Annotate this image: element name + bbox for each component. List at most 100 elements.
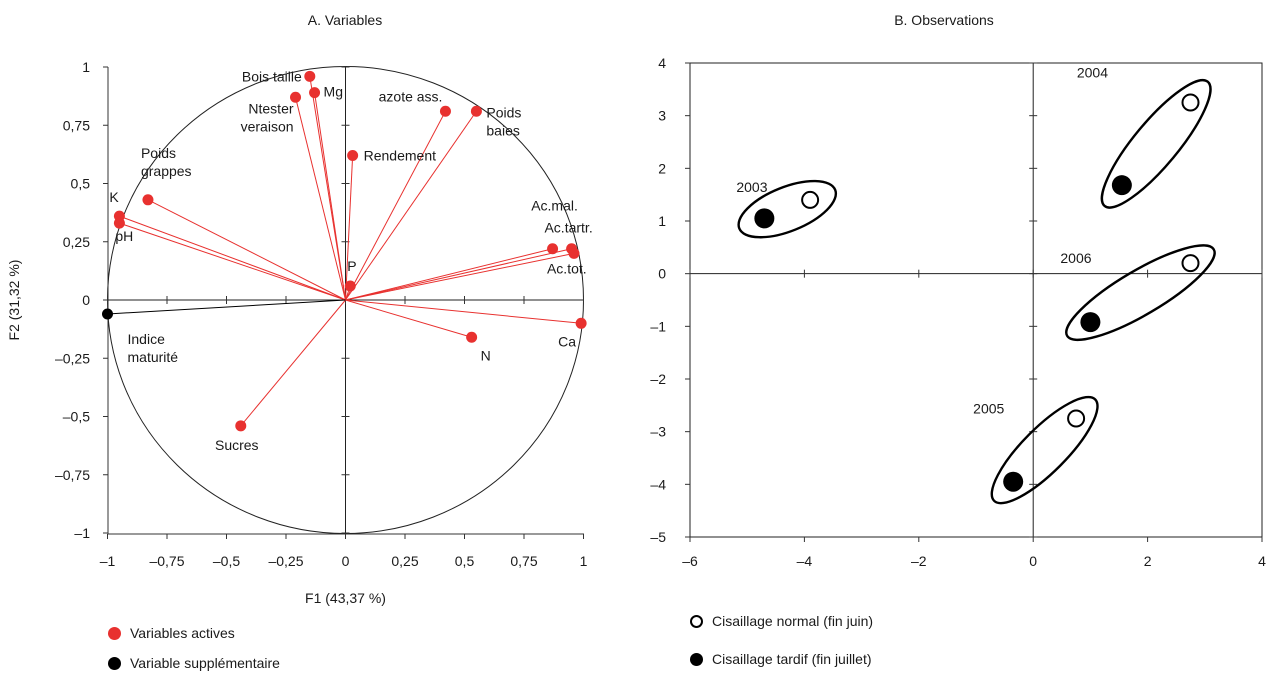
loading-vector xyxy=(345,110,477,301)
variable-point xyxy=(439,105,451,117)
legend-label: Cisaillage tardif (fin juillet) xyxy=(712,651,872,667)
group-year-label: 2005 xyxy=(973,401,1004,417)
observation-normal-point xyxy=(1181,93,1200,112)
group-ellipse xyxy=(737,179,838,239)
x-axis-title: F1 (43,37 %) xyxy=(305,590,386,606)
legend-normal-shearing: Cisaillage normal (fin juin) xyxy=(690,613,873,629)
y-tick-label: –3 xyxy=(650,424,666,440)
y-tick-label: 0,25 xyxy=(63,234,90,250)
variable-label: pH xyxy=(115,228,133,244)
legend-red-dot-icon xyxy=(108,626,121,640)
y-tick-label: 0,75 xyxy=(63,117,90,133)
legend-label: Cisaillage normal (fin juin) xyxy=(712,613,874,629)
x-tick-label: –0,25 xyxy=(268,553,303,569)
group-year-label: 2004 xyxy=(1077,65,1108,81)
y-tick-label: –1 xyxy=(650,318,666,334)
variable-point xyxy=(547,243,559,255)
variable-label: Ac.tot. xyxy=(547,260,587,276)
variable-point xyxy=(142,194,154,206)
x-tick-label: –1 xyxy=(100,553,116,569)
variable-point xyxy=(235,420,247,432)
variable-point xyxy=(304,70,316,82)
y-tick-label: 0 xyxy=(658,266,666,282)
variable-point xyxy=(113,217,125,229)
x-tick-label: 0,75 xyxy=(510,553,537,569)
variable-label: N xyxy=(481,347,491,363)
variable-label: K xyxy=(109,189,119,205)
variable-label: Mg xyxy=(324,84,343,100)
x-tick-label: 0,5 xyxy=(455,553,475,569)
x-tick-label: –2 xyxy=(911,553,927,569)
group-ellipse xyxy=(990,395,1099,505)
plot-frame xyxy=(689,62,1263,538)
y-tick-label: 1 xyxy=(658,213,666,229)
y-tick-label: 0,5 xyxy=(71,176,91,192)
observation-late-point xyxy=(1080,312,1101,333)
variable-point xyxy=(102,308,113,320)
x-tick-label: –0,5 xyxy=(213,553,240,569)
y-tick-label: 1 xyxy=(82,59,90,75)
loading-vector xyxy=(345,248,572,301)
loading-vector xyxy=(147,199,346,301)
observation-late-point xyxy=(1111,175,1132,196)
loading-vector xyxy=(345,299,582,324)
observation-normal-point xyxy=(1181,254,1200,273)
variable-point xyxy=(309,87,321,99)
variable-label: Rendement xyxy=(364,148,436,164)
variable-point xyxy=(466,331,478,343)
x-tick-label: 0 xyxy=(342,553,350,569)
loading-vector xyxy=(295,97,346,301)
y-tick-label: 4 xyxy=(658,55,666,71)
loading-vector xyxy=(314,92,346,301)
variable-point xyxy=(347,150,359,162)
observation-normal-point xyxy=(1067,409,1086,428)
legend-label: Variable supplémentaire xyxy=(130,655,280,671)
x-tick-label: 1 xyxy=(580,553,588,569)
loading-vector xyxy=(119,215,346,301)
x-tick-label: 2 xyxy=(1144,553,1152,569)
variable-point xyxy=(568,247,580,259)
panel-a-title: A. Variables xyxy=(308,12,382,28)
variable-label: Ntester veraison xyxy=(241,100,294,134)
variable-label: Ac.tartr. xyxy=(544,220,592,236)
group-year-label: 2006 xyxy=(1060,250,1091,266)
y-tick-label: –0,75 xyxy=(55,467,90,483)
variable-label: Indice maturité xyxy=(128,331,179,365)
x-tick-label: –6 xyxy=(682,553,698,569)
variable-point xyxy=(344,280,356,292)
legend-black-dot-icon xyxy=(108,656,121,670)
y-tick-label: –0,5 xyxy=(63,409,90,425)
variable-label: Ac.mal. xyxy=(531,198,578,214)
loading-vector xyxy=(345,248,553,301)
x-tick-label: –4 xyxy=(797,553,813,569)
variable-point xyxy=(290,91,302,103)
legend-active-variables: Variables actives xyxy=(108,625,235,641)
y-tick-label: –2 xyxy=(650,371,666,387)
variable-label: Bois taille xyxy=(242,68,302,84)
variable-point xyxy=(470,105,482,117)
variable-label: Ca xyxy=(558,333,576,349)
y-tick-label: 3 xyxy=(658,108,666,124)
group-year-label: 2003 xyxy=(736,179,767,195)
legend-open-circle-icon xyxy=(690,614,703,628)
legend-late-shearing: Cisaillage tardif (fin juillet) xyxy=(690,651,872,667)
loading-vector xyxy=(345,111,446,301)
legend-label: Variables actives xyxy=(130,625,235,641)
group-ellipse xyxy=(1100,78,1212,209)
panel-b-observations: B. Observations –6 –4 –2 0 2 4 4 3 2 1 0 –1 –2 –3 –4 –5… xyxy=(650,12,1266,569)
x-tick-label: 0,25 xyxy=(391,553,418,569)
y-tick-label: 0 xyxy=(82,292,90,308)
variable-label: azote ass. xyxy=(379,88,443,104)
legend-filled-circle-icon xyxy=(690,652,703,666)
variable-label: Poids grappes xyxy=(141,145,192,179)
loading-vector xyxy=(345,155,354,301)
x-tick-label: 4 xyxy=(1258,553,1266,569)
x-tick-label: 0 xyxy=(1029,553,1037,569)
variable-label: P xyxy=(347,258,356,274)
y-tick-label: –1 xyxy=(74,525,90,541)
observation-late-point xyxy=(754,208,775,229)
loading-vector xyxy=(107,299,346,315)
observation-normal-point xyxy=(801,190,820,209)
panel-b-title: B. Observations xyxy=(894,12,994,28)
